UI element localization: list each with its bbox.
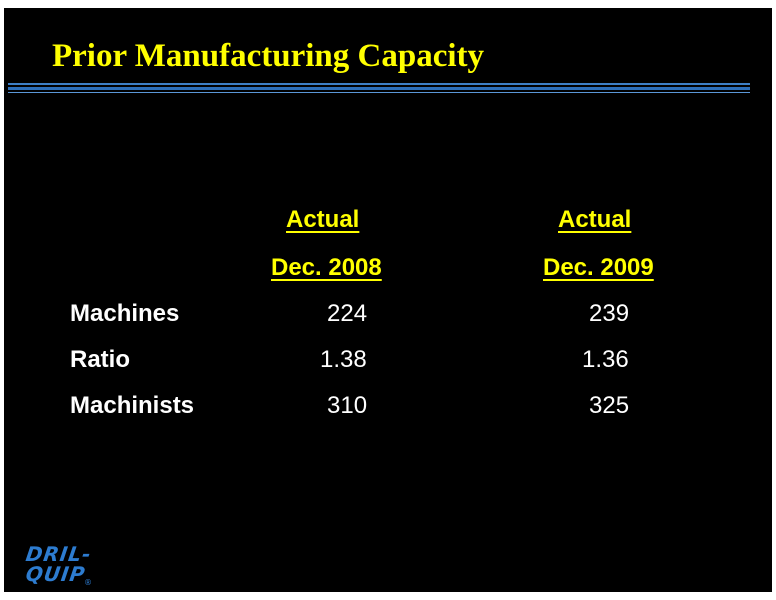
logo-text-line2: QUIP bbox=[24, 562, 88, 586]
column-header-2008-line2: Dec. 2008 bbox=[271, 254, 382, 281]
slide: Prior Manufacturing Capacity Actual Dec.… bbox=[4, 8, 772, 592]
row-label-machines: Machines bbox=[70, 300, 180, 327]
cell-machines-2008: 224 bbox=[327, 300, 368, 327]
registered-mark: ® bbox=[84, 578, 92, 587]
row-label-machinists: Machinists bbox=[70, 392, 195, 419]
column-header-2008-line1: Actual bbox=[286, 206, 360, 233]
title-rule-top bbox=[8, 83, 750, 85]
cell-machinists-2008: 310 bbox=[327, 392, 368, 419]
cell-machinists-2009: 325 bbox=[589, 392, 630, 419]
column-header-2009-line1: Actual bbox=[558, 206, 632, 233]
logo-text-line1: DRIL- bbox=[24, 542, 94, 566]
cell-ratio-2008: 1.38 bbox=[320, 346, 367, 373]
title-rule-middle bbox=[8, 87, 750, 90]
cell-ratio-2009: 1.36 bbox=[582, 346, 629, 373]
dril-quip-logo: DRIL- QUIP ® bbox=[24, 538, 98, 596]
slide-title: Prior Manufacturing Capacity bbox=[52, 38, 485, 74]
cell-machines-2009: 239 bbox=[589, 300, 630, 327]
column-header-2009-line2: Dec. 2009 bbox=[543, 254, 654, 281]
title-rule-bottom bbox=[8, 92, 750, 93]
row-label-ratio: Ratio bbox=[70, 346, 130, 373]
